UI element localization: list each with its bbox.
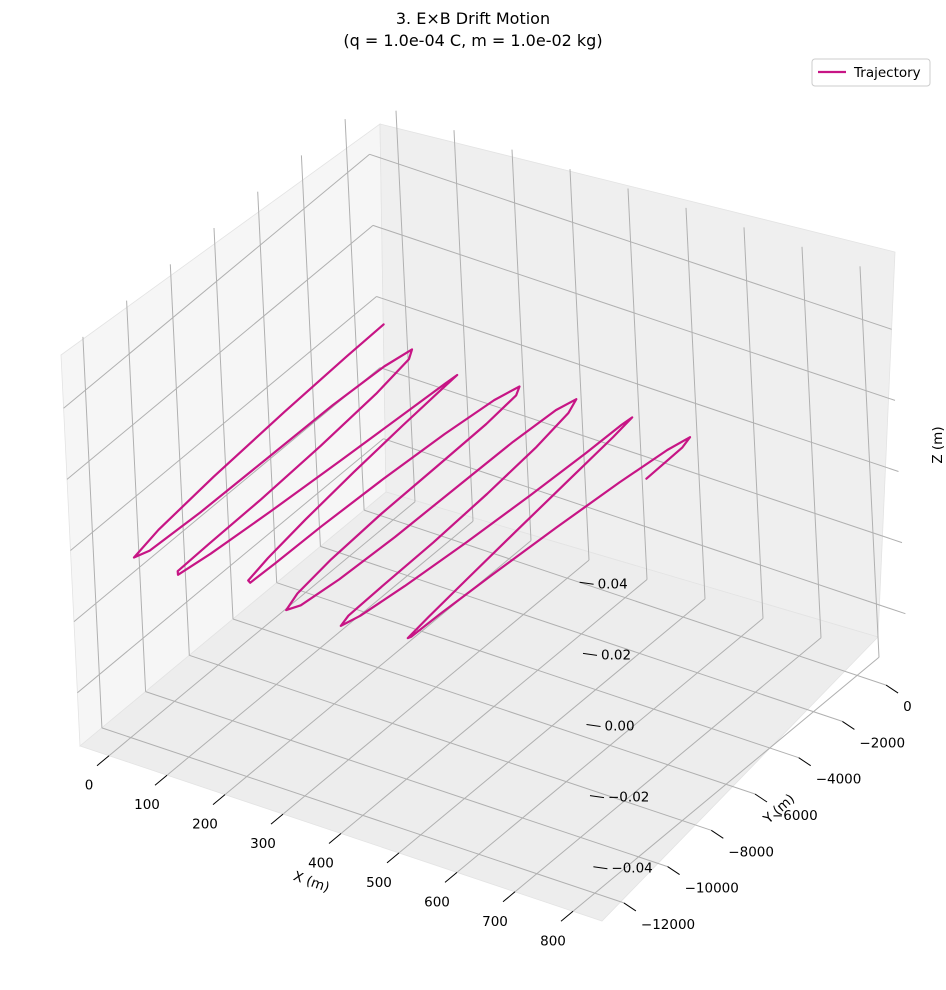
x-tick-label: 0 [85, 778, 94, 794]
y-tick-mark [667, 866, 680, 876]
y-tick-label: −6000 [772, 808, 818, 824]
x-axis-label: X (m) [291, 868, 331, 896]
y-grid-floor [189, 654, 712, 831]
z-tick-mark [579, 581, 594, 585]
y-grid-floor [363, 509, 887, 686]
y-grid-floor [101, 727, 625, 904]
z-tick-mark [582, 652, 598, 656]
x-tick-mark [270, 813, 284, 825]
y-tick-label: −8000 [728, 844, 774, 860]
x-tick-mark [444, 872, 458, 883]
y-tick-label: −4000 [816, 772, 862, 788]
legend: Trajectory [811, 58, 931, 87]
y-tick-label: −2000 [859, 735, 905, 751]
x-tick-label: 500 [366, 875, 392, 891]
z-tick-label: 0.00 [605, 719, 635, 735]
chart-subtitle: (q = 1.0e-04 C, m = 1.0e-02 kg) [343, 31, 602, 50]
z-tick-label: −0.02 [608, 790, 649, 806]
y-tick-mark [711, 829, 724, 839]
y-tick-mark [623, 902, 637, 912]
x-tick-mark [96, 755, 110, 767]
z-axis-label: Z (m) [930, 426, 946, 463]
z-grid-left [70, 296, 377, 551]
x-tick-label: 200 [192, 817, 218, 833]
z-grid-back [369, 153, 892, 330]
z-grid-back [379, 367, 903, 544]
x-tick-mark [560, 910, 574, 922]
x-tick-mark [328, 833, 342, 844]
x-tick-label: 400 [308, 856, 334, 872]
z-grid-back [376, 296, 899, 472]
y-tick-mark [754, 793, 768, 803]
grid-lines [63, 110, 906, 912]
trajectory-line [132, 323, 692, 640]
y-tick-label: −10000 [685, 881, 739, 897]
z-tick-mark [589, 795, 605, 799]
legend-box [811, 58, 931, 87]
y-tick-label: −12000 [641, 917, 695, 933]
y-tick-mark [798, 757, 811, 767]
z-grid-left [66, 225, 374, 480]
x-tick-mark [154, 774, 168, 786]
z-tick-label: −0.04 [611, 861, 652, 877]
y-tick-mark [842, 720, 855, 730]
z-tick-label: 0.04 [598, 576, 628, 592]
x-tick-label: 700 [482, 914, 508, 930]
z-grid-left [73, 367, 381, 622]
x-tick-label: 300 [250, 836, 276, 852]
legend-label: Trajectory [853, 65, 921, 81]
z-tick-mark [593, 866, 608, 870]
x-tick-mark [502, 891, 516, 903]
y-grid-floor [145, 691, 668, 868]
chart-title: 3. E×B Drift Motion [396, 9, 550, 28]
y-grid-floor [276, 582, 799, 759]
x-tick-mark [212, 794, 226, 805]
z-grid-left [77, 438, 384, 694]
z-grid-back [372, 224, 896, 401]
z-grid-left [63, 153, 370, 409]
y-grid-floor [320, 545, 843, 722]
z-tick-mark [586, 724, 601, 727]
x-tick-label: 800 [540, 933, 566, 949]
x-tick-label: 600 [424, 894, 450, 910]
y-grid-floor [232, 618, 756, 795]
axis-ticks: 0 100 200 300 400 500 600 700 800 0 −2000 −4000 −600… [85, 576, 912, 949]
x-tick-mark [386, 852, 400, 864]
y-tick-mark [885, 684, 899, 694]
y-tick-label: 0 [903, 699, 912, 715]
z-grid-back [383, 438, 906, 615]
z-tick-label: 0.02 [601, 647, 631, 663]
x-tick-label: 100 [134, 797, 160, 813]
